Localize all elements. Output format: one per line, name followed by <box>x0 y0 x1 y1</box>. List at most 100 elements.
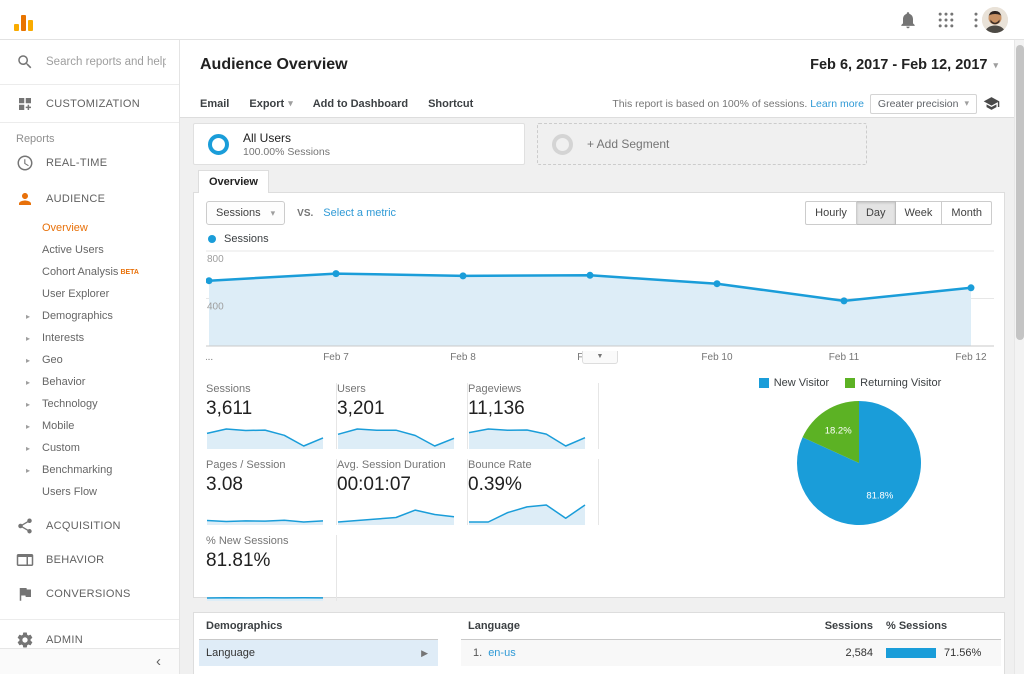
metric-label: Bounce Rate <box>468 459 532 471</box>
sidebar-item-label: Technology <box>42 398 98 410</box>
granularity-button-month[interactable]: Month <box>942 201 992 225</box>
sidebar-item-technology[interactable]: ▸ Technology <box>0 393 179 415</box>
table-header-demographics: Demographics <box>199 613 438 640</box>
sidebar-item-demographics[interactable]: ▸ Demographics <box>0 305 179 327</box>
sidebar-item-label: Users Flow <box>42 486 98 498</box>
metric-card-bounce-rate: Bounce Rate 0.39% <box>468 459 599 525</box>
top-app-bar: 2 <box>0 0 1024 40</box>
sidebar-item-label: REAL-TIME <box>46 157 108 169</box>
precision-dropdown[interactable]: Greater precision ▾ <box>869 93 977 114</box>
sidebar-item-behavior[interactable]: ▸ Behavior <box>0 371 179 393</box>
page-header: Audience Overview Feb 6, 2017 - Feb 12, … <box>180 40 1014 90</box>
svg-text:800: 800 <box>207 254 224 265</box>
column-header-sessions[interactable]: Sessions <box>824 620 873 632</box>
sidebar-item-active-users[interactable]: Active Users <box>0 239 179 261</box>
granularity-button-day[interactable]: Day <box>856 201 896 225</box>
visitor-type-pie-chart: 81.8% 18.2% <box>796 401 921 525</box>
sidebar-item-overview[interactable]: Overview <box>0 217 179 239</box>
sidebar-item-benchmarking[interactable]: ▸ Benchmarking <box>0 459 179 481</box>
expand-arrow-icon: ▸ <box>26 399 31 409</box>
export-button[interactable]: Export ▾ <box>249 97 293 110</box>
sidebar-item-label: Overview <box>42 222 88 234</box>
sidebar-item-label: Active Users <box>42 244 104 256</box>
sidebar-item-label: ADMIN <box>46 634 83 646</box>
more-options-kebab-icon[interactable] <box>966 10 986 30</box>
language-link[interactable]: en-us <box>488 647 516 659</box>
tab-overview[interactable]: Overview <box>198 170 269 193</box>
metric-label: Avg. Session Duration <box>337 459 446 471</box>
date-range-selector[interactable]: Feb 6, 2017 - Feb 12, 2017 ▾ <box>810 57 998 73</box>
chart-controls: Sessions ▾ VS. Select a metric Hourly Day W… <box>206 200 992 226</box>
sparkline-chart <box>206 596 324 601</box>
report-content: All Users 100.00% Sessions + Add Segment… <box>180 118 1014 674</box>
sidebar-item-geo[interactable]: ▸ Geo <box>0 349 179 371</box>
search-icon <box>18 55 32 69</box>
sidebar-item-cohort-analysis[interactable]: Cohort Analysis BETA <box>0 261 179 283</box>
dimension-row-country[interactable]: Country <box>199 666 438 674</box>
behavior-window-icon <box>16 554 34 566</box>
chart-collapse-handle[interactable]: ▼ <box>582 351 618 364</box>
add-to-dashboard-button[interactable]: Add to Dashboard <box>312 97 409 110</box>
expand-arrow-icon: ▸ <box>26 377 31 387</box>
sidebar-item-audience[interactable]: AUDIENCE <box>0 183 179 215</box>
audience-subnav: Overview Active Users Cohort Analysis BETA U… <box>0 217 179 503</box>
apps-grid-icon[interactable] <box>936 10 956 30</box>
metric-value: 81.81% <box>206 550 271 571</box>
shortcut-button[interactable]: Shortcut <box>428 97 474 110</box>
column-header-language[interactable]: Language <box>468 620 520 632</box>
sidebar-item-label: Custom <box>42 442 80 454</box>
person-icon <box>19 193 31 205</box>
metric-card-empty <box>468 535 599 601</box>
sidebar-item-conversions[interactable]: CONVERSIONS <box>0 577 179 611</box>
add-segment-button[interactable]: + Add Segment <box>537 123 867 165</box>
sidebar-item-behavior[interactable]: BEHAVIOR <box>0 543 179 577</box>
table-row: 2. en-gb 319 8.83% <box>461 666 1001 674</box>
email-button[interactable]: Email <box>200 97 230 110</box>
analytics-logo-icon[interactable] <box>14 9 36 31</box>
learn-more-link[interactable]: Learn more <box>810 97 864 110</box>
sidebar-item-acquisition[interactable]: ACQUISITION <box>0 509 179 543</box>
sidebar-item-real-time[interactable]: REAL-TIME <box>0 147 179 179</box>
flag-icon <box>19 588 31 601</box>
sidebar-item-mobile[interactable]: ▸ Mobile <box>0 415 179 437</box>
logo-bar <box>14 24 19 31</box>
sidebar-item-user-explorer[interactable]: User Explorer <box>0 283 179 305</box>
dimension-row-language[interactable]: Language ▶ <box>199 640 438 666</box>
sidebar-item-label: Cohort Analysis <box>42 266 119 278</box>
column-header-pct-sessions[interactable]: % Sessions <box>886 620 948 632</box>
sidebar-item-customization[interactable]: CUSTOMIZATION <box>0 85 179 123</box>
metric-value: 3,611 <box>206 398 253 419</box>
sidebar-item-custom[interactable]: ▸ Custom <box>0 437 179 459</box>
legend-label: New Visitor <box>773 377 830 389</box>
metric-select-dropdown[interactable]: Sessions ▾ <box>206 201 286 225</box>
metric-card-pages-session: Pages / Session 3.08 <box>206 459 337 525</box>
language-table-header: Language Sessions % Sessions <box>461 613 1001 640</box>
scrollbar-thumb[interactable] <box>1016 45 1024 340</box>
sidebar-item-label: ACQUISITION <box>46 520 121 532</box>
search-bar[interactable] <box>0 40 179 85</box>
legend-label: Sessions <box>224 233 269 245</box>
sidebar-item-interests[interactable]: ▸ Interests <box>0 327 179 349</box>
segment-all-users[interactable]: All Users 100.00% Sessions <box>193 123 525 165</box>
granularity-button-week[interactable]: Week <box>895 201 943 225</box>
segment-subtitle: 100.00% Sessions <box>243 145 330 158</box>
search-input[interactable] <box>46 56 166 68</box>
beta-badge: BETA <box>120 268 139 276</box>
metric-card-new-sessions: % New Sessions 81.81% <box>206 535 337 601</box>
table-row: 1. en-us 2,584 71.56% <box>461 640 1001 666</box>
granularity-button-hourly[interactable]: Hourly <box>805 201 857 225</box>
graduation-cap-icon[interactable] <box>983 95 1000 112</box>
logo-bar <box>28 20 33 31</box>
select-metric-link[interactable]: Select a metric <box>323 207 397 219</box>
svg-text:...: ... <box>206 352 213 363</box>
language-table: Language Sessions % Sessions 1. en-us 2,… <box>461 613 1001 674</box>
sidebar-collapse-button[interactable]: ‹ <box>0 648 179 674</box>
sparkline-chart <box>206 519 324 525</box>
sidebar-item-users-flow[interactable]: Users Flow <box>0 481 179 503</box>
user-avatar[interactable] <box>982 7 1008 33</box>
sidebar-item-label: Geo <box>42 354 63 366</box>
metric-value: 00:01:07 <box>337 474 411 495</box>
sidebar-item-admin[interactable]: ADMIN <box>0 620 179 660</box>
notifications-bell-icon[interactable] <box>898 10 918 30</box>
gear-icon <box>17 632 33 648</box>
